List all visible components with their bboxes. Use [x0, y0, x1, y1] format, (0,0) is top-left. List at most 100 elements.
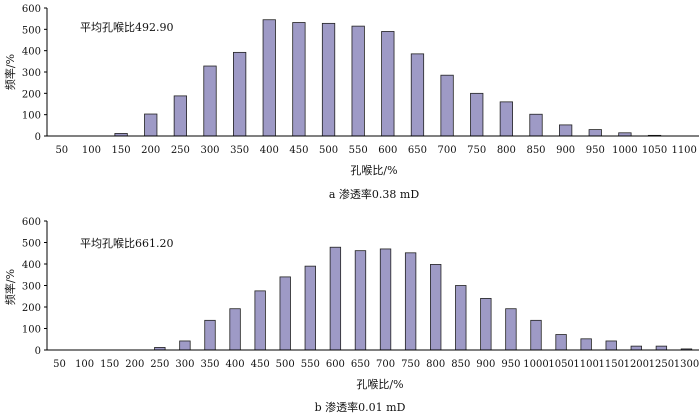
chart-a-bar [410, 53, 425, 137]
chart-b-bar [480, 297, 492, 351]
chart-b-x-tick-label: 400 [226, 359, 245, 370]
chart-b-bar [630, 345, 642, 351]
chart-b-bar [204, 319, 216, 351]
chart-a-bar [292, 22, 306, 137]
chart-a-bar [321, 22, 336, 137]
chart-a-x-tick-label: 1000 [612, 145, 637, 156]
chart-b-x-tick-label: 1100 [573, 359, 598, 370]
chart-a-y-tick-label: 400 [22, 47, 41, 58]
chart-b-bar [404, 252, 417, 351]
chart-a-x-tick-label: 1100 [671, 145, 696, 156]
chart-b-x-tick-label: 750 [401, 359, 420, 370]
chart-a-bar [262, 19, 276, 137]
chart-a-caption: a 渗透率0.38 mD [329, 187, 419, 201]
chart-b-bars [154, 246, 693, 351]
chart-b-x-tick-label: 550 [301, 359, 320, 370]
chart-b-x-ticks: 50 100 150 200 250 300 350 400 450 500 550 600 650 70… [53, 359, 699, 370]
chart-b-x-tick-label: 900 [476, 359, 495, 370]
chart-b-x-tick-label: 150 [100, 359, 119, 370]
chart-b-x-tick-label: 1150 [599, 359, 624, 370]
chart-a-x-tick-label: 400 [260, 145, 279, 156]
chart-a-annotation: 平均孔喉比492.90 [80, 21, 174, 34]
chart-a-x-tick-label: 700 [438, 145, 457, 156]
chart-a-x-tick-label: 900 [556, 145, 575, 156]
chart-a-x-tick-label: 450 [289, 145, 308, 156]
chart-a-x-tick-label: 300 [200, 145, 219, 156]
chart-b-x-tick-label: 450 [251, 359, 270, 370]
chart-b-x-tick-label: 1000 [523, 359, 548, 370]
chart-a-bar [499, 101, 513, 137]
chart-a-y-tick-label: 100 [22, 111, 41, 122]
chart-a-bar [173, 95, 187, 137]
chart-a-bar [144, 113, 158, 137]
chart-a-x-tick-label: 200 [141, 145, 160, 156]
chart-a-y-tick-label: 600 [22, 4, 41, 15]
chart-a-x-tick-label: 950 [586, 145, 605, 156]
chart-a-x-label: 孔喉比/% [350, 164, 397, 177]
chart-b-y-ticks: 0 100 200 300 400 500 600 [22, 217, 47, 357]
chart-a-x-tick-label: 850 [526, 145, 545, 156]
chart-b-x-tick-label: 250 [150, 359, 169, 370]
chart-b-bar [354, 250, 367, 351]
chart-b-y-tick-label: 400 [22, 260, 41, 271]
chart-b-x-tick-label: 1200 [624, 359, 649, 370]
chart-a-bar [440, 74, 454, 137]
chart-a-x-tick-label: 750 [467, 145, 486, 156]
chart-b-bar [455, 285, 467, 351]
chart-a: 0 100 200 300 400 500 600 50 100 150 200 250 300 350… [3, 4, 699, 201]
chart-b-caption: b 渗透率0.01 mD [315, 400, 406, 414]
chart-b-y-tick-label: 600 [22, 217, 41, 228]
chart-b-bar [580, 338, 592, 351]
chart-a-bar [470, 92, 484, 137]
chart-b-y-tick-label: 0 [35, 346, 41, 357]
chart-b-x-tick-label: 500 [276, 359, 295, 370]
chart-a-x-tick-label: 500 [319, 145, 338, 156]
chart-a-bar [351, 25, 365, 137]
chart-a-x-tick-label: 150 [112, 145, 131, 156]
chart-a-bar [559, 124, 573, 137]
chart-b-bar [279, 276, 291, 351]
chart-a-x-tick-label: 550 [349, 145, 368, 156]
chart-b-x-tick-label: 300 [175, 359, 194, 370]
chart-a-bars [114, 19, 662, 137]
chart-b-y-tick-label: 100 [22, 325, 41, 336]
chart-b-x-tick-label: 1050 [548, 359, 573, 370]
chart-b-bar [254, 290, 266, 351]
chart-a-x-tick-label: 800 [497, 145, 516, 156]
chart-b-bar [655, 345, 668, 351]
chart-b-bar [229, 308, 241, 351]
chart-b-x-tick-label: 850 [451, 359, 470, 370]
chart-b-y-tick-label: 200 [22, 303, 41, 314]
chart-b-y-tick-label: 500 [22, 239, 41, 250]
chart-b-x-tick-label: 100 [75, 359, 94, 370]
chart-b-x-tick-label: 1250 [649, 359, 674, 370]
chart-a-y-tick-label: 0 [35, 132, 41, 143]
chart-b-x-tick-label: 200 [125, 359, 144, 370]
chart-a-y-label: 频率/% [3, 54, 17, 90]
chart-a-y-tick-label: 500 [22, 25, 41, 36]
chart-b-y-tick-label: 300 [22, 282, 41, 293]
chart-b-bar [379, 248, 392, 351]
chart-b-x-tick-label: 800 [426, 359, 445, 370]
chart-a-bar [203, 65, 217, 137]
chart-b-bar [530, 319, 542, 351]
chart-b-bar [555, 334, 567, 351]
chart-b-bar [179, 340, 191, 351]
chart-b-bar [430, 264, 442, 351]
chart-b-annotation: 平均孔喉比661.20 [80, 237, 174, 250]
chart-a-x-tick-label: 50 [55, 145, 68, 156]
chart-a-x-tick-label: 650 [408, 145, 427, 156]
chart-b-x-tick-label: 600 [326, 359, 345, 370]
chart-b-x-tick-label: 950 [501, 359, 520, 370]
chart-a-x-tick-label: 1050 [642, 145, 667, 156]
chart-b-y-label: 频率/% [3, 269, 17, 305]
chart-a-y-ticks: 0 100 200 300 400 500 600 [22, 4, 47, 143]
chart-b-bar [605, 340, 617, 351]
chart-a-x-tick-label: 600 [378, 145, 397, 156]
chart-b-x-tick-label: 650 [351, 359, 370, 370]
chart-a-bar [588, 129, 602, 137]
chart-a-bar [381, 31, 395, 137]
chart-b-x-tick-label: 350 [200, 359, 219, 370]
chart-b-bar [304, 265, 316, 351]
